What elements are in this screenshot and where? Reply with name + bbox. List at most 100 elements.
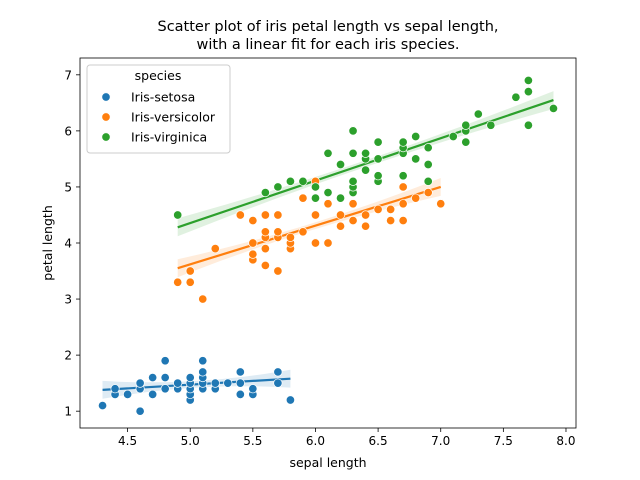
data-points: [97, 75, 559, 416]
data-point-1-13: [260, 227, 270, 237]
data-point-2-21: [373, 154, 383, 164]
data-point-2-41: [523, 75, 533, 85]
data-point-1-25: [310, 210, 321, 220]
data-point-0-11: [160, 356, 170, 366]
y-axis-label: petal length: [40, 205, 55, 280]
legend-marker-1: [101, 112, 111, 122]
data-point-1-38: [386, 204, 396, 214]
data-point-2-27: [411, 154, 421, 164]
data-point-1-21: [285, 232, 295, 242]
x-tick-label-2: 5.5: [243, 434, 262, 448]
x-axis-label: sepal length: [289, 455, 366, 470]
y-tick-label-5: 6: [64, 124, 72, 138]
data-point-1-3: [198, 294, 208, 304]
data-point-1-7: [248, 249, 258, 259]
x-tick-label-3: 6.0: [306, 434, 325, 448]
data-point-2-40: [523, 87, 533, 97]
data-point-1-11: [260, 244, 270, 254]
y-axis-ticks: 1 2 3 4 5 6 7: [64, 68, 80, 419]
y-tick-label-0: 1: [64, 405, 72, 419]
data-point-0-34: [285, 395, 295, 405]
data-point-2-28: [411, 131, 421, 142]
data-point-2-20: [373, 171, 383, 181]
data-point-2-39: [523, 120, 533, 130]
data-point-1-10: [260, 260, 270, 270]
data-point-1-34: [361, 221, 371, 231]
data-point-2-14: [348, 148, 358, 158]
data-point-2-35: [461, 120, 471, 130]
data-point-2-33: [461, 137, 471, 147]
data-point-1-15: [273, 266, 283, 276]
data-point-1-36: [373, 204, 383, 214]
data-point-2-36: [473, 109, 483, 119]
data-point-2-42: [548, 103, 559, 114]
data-point-2-22: [373, 137, 383, 147]
data-point-1-32: [348, 199, 358, 209]
data-point-1-43: [423, 187, 433, 198]
data-point-0-0: [97, 401, 108, 411]
data-point-1-17: [273, 227, 283, 237]
data-point-1-40: [398, 199, 408, 209]
legend-marker-2: [101, 132, 111, 142]
data-point-2-29: [423, 176, 433, 186]
data-point-2-0: [173, 210, 183, 220]
data-point-1-5: [235, 210, 245, 220]
data-point-2-16: [361, 165, 371, 175]
data-point-1-27: [323, 238, 333, 248]
data-point-0-33: [273, 367, 283, 377]
y-tick-label-4: 5: [64, 180, 72, 194]
data-point-0-3: [123, 389, 133, 399]
data-point-1-30: [335, 210, 346, 220]
data-point-1-14: [260, 210, 270, 220]
data-point-2-15: [348, 126, 358, 136]
chart-title-line-2: with a linear fit for each iris species.: [197, 37, 460, 53]
data-point-0-28: [235, 378, 245, 388]
data-point-1-28: [323, 199, 333, 209]
fit-line-0: [102, 377, 291, 391]
data-point-2-26: [398, 137, 408, 147]
legend-marker-0: [101, 92, 111, 102]
data-point-1-22: [298, 227, 308, 237]
chart-title: Scatter plot of iris petal length vs sep…: [157, 19, 498, 53]
legend-box: [86, 64, 231, 154]
fit-line-1: [177, 185, 442, 270]
legend-label-1: Iris-versicolor: [131, 110, 216, 125]
data-point-0-23: [198, 356, 208, 366]
data-point-1-2: [185, 266, 195, 276]
x-tick-label-7: 8.0: [556, 434, 575, 448]
data-point-0-25: [210, 378, 220, 388]
x-tick-label-4: 6.5: [369, 434, 388, 448]
data-point-0-18: [185, 372, 195, 383]
data-point-1-37: [386, 216, 396, 226]
data-point-0-31: [248, 384, 258, 394]
data-point-2-3: [285, 176, 295, 186]
data-point-0-26: [223, 378, 233, 388]
data-point-0-13: [173, 378, 183, 388]
data-point-2-5: [310, 193, 321, 203]
data-point-1-42: [411, 193, 421, 203]
data-point-1-18: [273, 210, 283, 220]
y-tick-label-2: 3: [64, 293, 72, 307]
data-point-0-2: [110, 384, 120, 394]
y-tick-label-3: 4: [64, 237, 72, 251]
y-tick-label-1: 2: [64, 349, 72, 363]
data-point-0-7: [148, 389, 158, 399]
data-point-1-41: [398, 182, 408, 192]
x-axis-ticks: 4.5 5.0 5.5 6.0 6.5 7.0 7.5 8.0: [118, 428, 576, 448]
data-point-0-8: [148, 372, 158, 383]
data-point-1-9: [248, 216, 258, 226]
data-point-2-32: [448, 131, 458, 142]
data-point-0-29: [235, 367, 245, 377]
legend-label-2: Iris-virginica: [131, 130, 207, 145]
data-point-1-0: [173, 277, 183, 287]
chart-title-line-1: Scatter plot of iris petal length vs sep…: [157, 19, 498, 35]
data-point-1-29: [335, 221, 346, 231]
data-point-1-1: [185, 277, 195, 287]
data-point-2-37: [486, 120, 496, 130]
legend-label-0: Iris-setosa: [131, 90, 195, 105]
data-point-1-44: [436, 199, 446, 209]
data-point-0-10: [160, 372, 170, 383]
data-point-1-24: [310, 238, 321, 248]
data-point-1-39: [398, 216, 408, 226]
data-point-0-32: [273, 378, 283, 388]
